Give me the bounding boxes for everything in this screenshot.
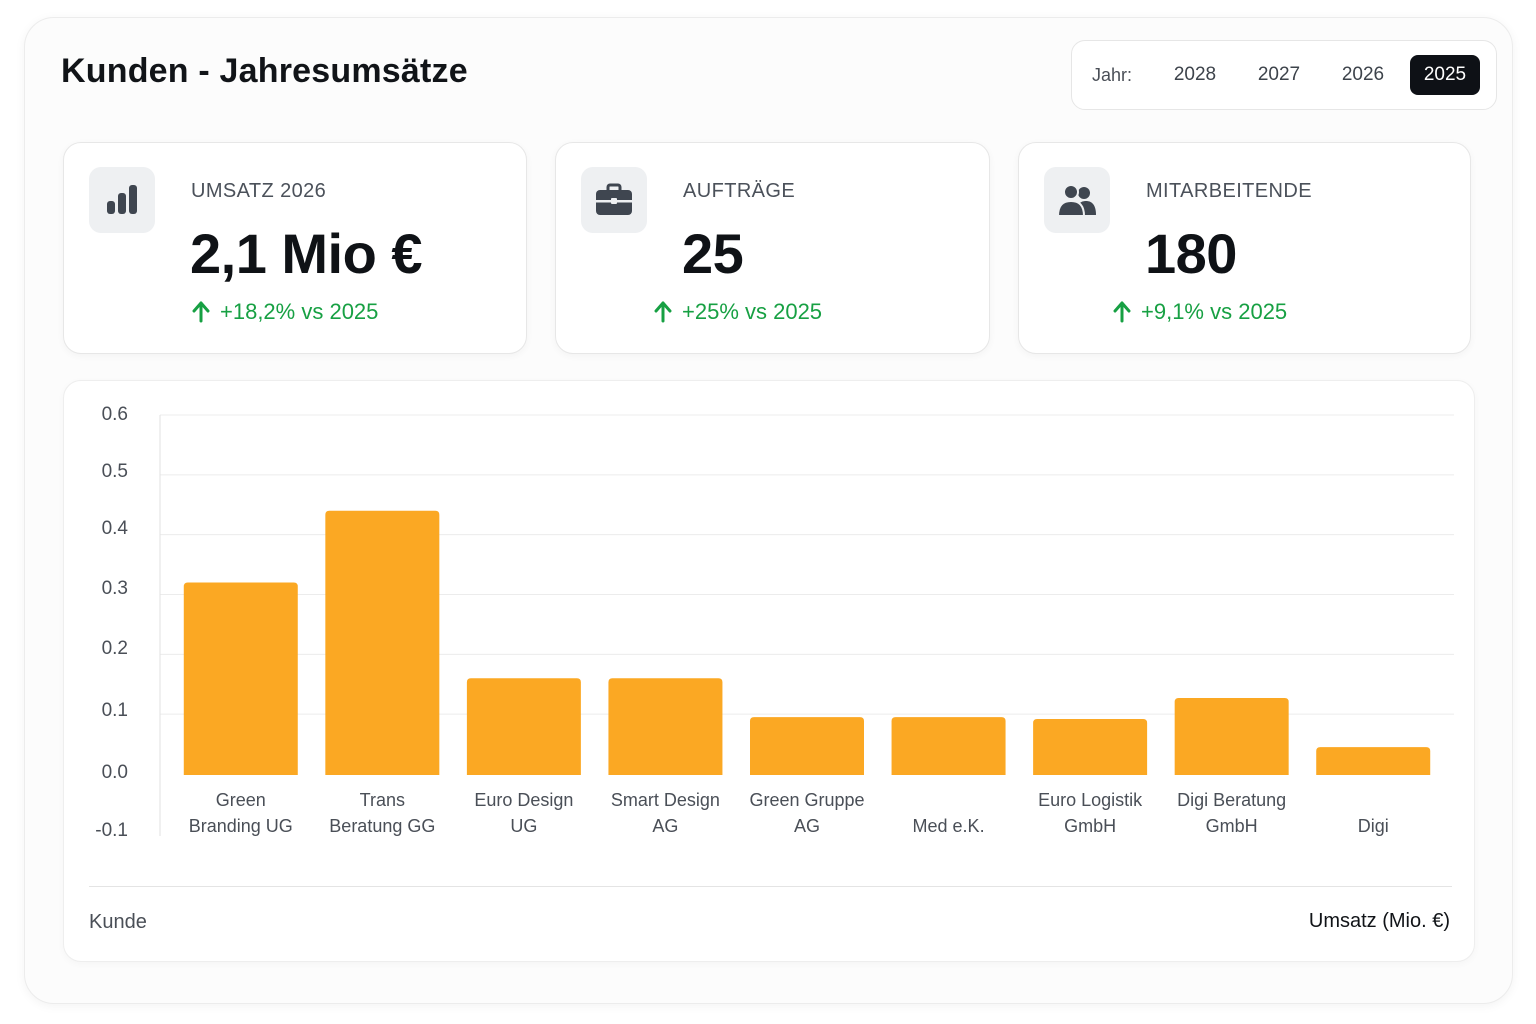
x-tick-label: UG bbox=[510, 816, 537, 836]
year-option-2028[interactable]: 2028 bbox=[1173, 64, 1217, 85]
y-tick-label: 0.0 bbox=[102, 762, 128, 783]
chart-divider bbox=[89, 886, 1452, 887]
x-tick-label: Euro Design bbox=[474, 790, 573, 810]
y-tick-label: 0.3 bbox=[102, 578, 128, 599]
arrow-up-icon bbox=[1113, 301, 1131, 323]
bar bbox=[891, 717, 1006, 775]
y-tick-label: 0.6 bbox=[102, 404, 128, 425]
bar bbox=[466, 678, 581, 775]
y-tick-label: -0.1 bbox=[95, 820, 128, 841]
kpi-value: 25 bbox=[682, 222, 744, 285]
x-tick-label: Digi Beratung bbox=[1177, 790, 1286, 810]
users-icon bbox=[1044, 167, 1110, 233]
x-tick-label: Beratung GG bbox=[329, 816, 435, 836]
kpi-delta-text: +25% vs 2025 bbox=[682, 299, 823, 324]
year-picker: Jahr: 2028 2027 2026 2025 bbox=[1071, 40, 1497, 110]
bar bbox=[325, 510, 440, 775]
bar bbox=[1316, 747, 1431, 775]
x-tick-label: Branding UG bbox=[189, 816, 293, 836]
bar bbox=[183, 582, 298, 775]
arrow-up-icon bbox=[192, 301, 210, 323]
year-option-2027[interactable]: 2027 bbox=[1257, 64, 1301, 85]
kpi-delta: +25% vs 2025 bbox=[654, 299, 822, 325]
kpi-card-auftraege: AUFTRÄGE 25 +25% vs 2025 bbox=[555, 142, 990, 354]
revenue-bar-chart: 0.6 0.5 0.4 0.3 0.2 0.1 0.0 -0.1 Green Branding U… bbox=[95, 404, 1454, 841]
kpi-delta-text: +18,2% vs 2025 bbox=[220, 299, 379, 324]
y-tick-label: 0.4 bbox=[102, 518, 129, 539]
year-picker-label: Jahr: bbox=[1092, 65, 1133, 85]
bar bbox=[608, 678, 723, 775]
y-tick-label: 0.5 bbox=[102, 461, 128, 482]
kpi-label: AUFTRÄGE bbox=[683, 180, 796, 202]
x-tick-label: AG bbox=[652, 816, 678, 836]
x-axis-title: Kunde bbox=[89, 911, 147, 933]
kpi-value: 2,1 Mio € bbox=[190, 222, 423, 285]
x-tick-label: GmbH bbox=[1064, 816, 1116, 836]
year-option-2025[interactable]: 2025 bbox=[1410, 55, 1480, 95]
kpi-delta: +9,1% vs 2025 bbox=[1113, 299, 1287, 325]
revenue-chart-card: 0.6 0.5 0.4 0.3 0.2 0.1 0.0 -0.1 Green Branding U… bbox=[63, 380, 1475, 962]
bar bbox=[750, 717, 864, 775]
year-option-2026[interactable]: 2026 bbox=[1341, 64, 1385, 85]
dashboard-card: Kunden - Jahresumsätze Jahr: 2028 2027 2… bbox=[24, 17, 1513, 1004]
y-tick-label: 0.1 bbox=[102, 700, 128, 721]
kpi-card-mitarbeitende: MITARBEITENDE 180 +9,1% vs 2025 bbox=[1018, 142, 1471, 354]
x-tick-label: GmbH bbox=[1206, 816, 1258, 836]
x-tick-label: AG bbox=[794, 816, 820, 836]
bar bbox=[1033, 718, 1148, 775]
kpi-delta-text: +9,1% vs 2025 bbox=[1141, 299, 1288, 324]
kpi-label: MITARBEITENDE bbox=[1146, 180, 1312, 202]
kpi-label: UMSATZ 2026 bbox=[191, 180, 327, 202]
bar-chart-icon bbox=[89, 167, 155, 233]
kpi-value: 180 bbox=[1145, 222, 1237, 285]
y-tick-label: 0.2 bbox=[102, 638, 128, 659]
x-tick-label: Green Gruppe bbox=[749, 790, 864, 810]
x-tick-label: Smart Design bbox=[611, 790, 720, 810]
arrow-up-icon bbox=[654, 301, 672, 323]
bar bbox=[1174, 698, 1289, 775]
page-title: Kunden - Jahresumsätze bbox=[61, 52, 468, 90]
x-tick-label: Trans bbox=[360, 790, 405, 810]
x-tick-label: Digi bbox=[1358, 816, 1389, 836]
kpi-delta: +18,2% vs 2025 bbox=[192, 299, 378, 325]
y-axis-title: Umsatz (Mio. €) bbox=[1308, 910, 1450, 932]
kpi-card-umsatz: UMSATZ 2026 2,1 Mio € +18,2% vs 2025 bbox=[63, 142, 527, 354]
x-tick-label: Green bbox=[216, 790, 266, 810]
briefcase-icon bbox=[581, 167, 647, 233]
x-tick-label: Euro Logistik bbox=[1038, 790, 1143, 810]
x-tick-label: Med e.K. bbox=[913, 816, 985, 836]
